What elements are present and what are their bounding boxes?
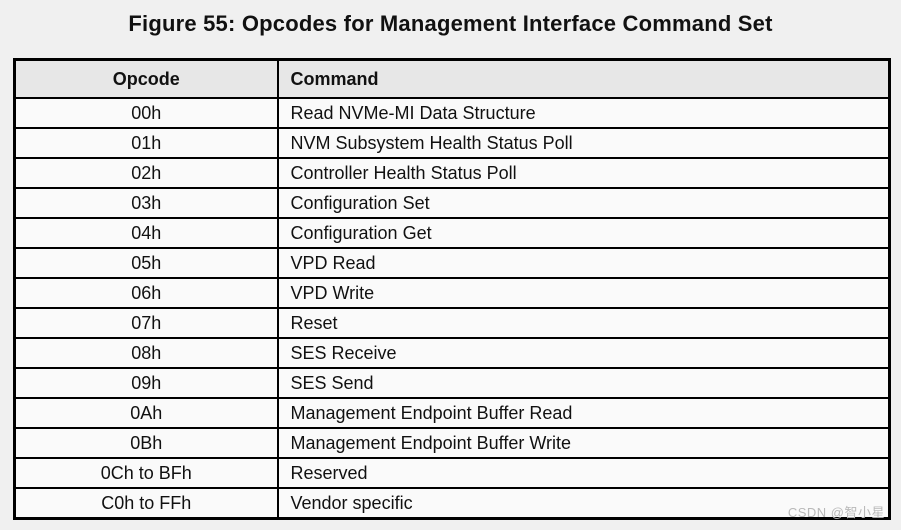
- command-cell: Controller Health Status Poll: [276, 157, 891, 189]
- table-row: 01h NVM Subsystem Health Status Poll: [13, 127, 891, 159]
- opcode-cell: 04h: [13, 217, 279, 249]
- table-row: 08h SES Receive: [13, 337, 891, 369]
- table-row: 07h Reset: [13, 307, 891, 339]
- command-cell: Management Endpoint Buffer Write: [276, 427, 891, 459]
- column-header-command: Command: [276, 58, 891, 99]
- command-cell: Configuration Set: [276, 187, 891, 219]
- command-cell: Reserved: [276, 457, 891, 489]
- table-header-row: Opcode Command: [13, 58, 891, 99]
- table-row: 04h Configuration Get: [13, 217, 891, 249]
- command-cell: Reset: [276, 307, 891, 339]
- table-row: 0Bh Management Endpoint Buffer Write: [13, 427, 891, 459]
- opcode-cell: 08h: [13, 337, 279, 369]
- table-body: 00h Read NVMe-MI Data Structure 01h NVM Sub…: [13, 97, 891, 520]
- table-row: 0Ah Management Endpoint Buffer Read: [13, 397, 891, 429]
- opcode-cell: 03h: [13, 187, 279, 219]
- command-cell: VPD Write: [276, 277, 891, 309]
- opcode-cell: 01h: [13, 127, 279, 159]
- opcode-cell: 0Ah: [13, 397, 279, 429]
- watermark: CSDN @智小星: [787, 505, 885, 520]
- opcode-cell: 09h: [13, 367, 279, 399]
- command-cell: NVM Subsystem Health Status Poll: [276, 127, 891, 159]
- command-cell: VPD Read: [276, 247, 891, 279]
- command-cell: SES Receive: [276, 337, 891, 369]
- table-row: C0h to FFh Vendor specific: [13, 487, 891, 520]
- table-row: 00h Read NVMe-MI Data Structure: [13, 97, 891, 129]
- column-header-opcode: Opcode: [13, 58, 279, 99]
- command-cell: Read NVMe-MI Data Structure: [276, 97, 891, 129]
- table-row: 09h SES Send: [13, 367, 891, 399]
- command-cell: Configuration Get: [276, 217, 891, 249]
- command-cell: SES Send: [276, 367, 891, 399]
- opcode-cell: 07h: [13, 307, 279, 339]
- command-cell: Vendor specific: [276, 487, 891, 520]
- figure-title: Figure 55: Opcodes for Management Interf…: [128, 11, 773, 36]
- opcode-cell: 00h: [13, 97, 279, 129]
- opcode-cell: 06h: [13, 277, 279, 309]
- table-row: 02h Controller Health Status Poll: [13, 157, 891, 189]
- table-row: 03h Configuration Set: [13, 187, 891, 219]
- opcode-cell: C0h to FFh: [13, 487, 279, 520]
- table-row: 05h VPD Read: [13, 247, 891, 279]
- opcode-cell: 02h: [13, 157, 279, 189]
- table-row: 0Ch to BFh Reserved: [13, 457, 891, 489]
- opcode-table-container: Opcode Command 00h Read NVMe-MI Data Stru…: [13, 58, 891, 520]
- opcode-cell: 05h: [13, 247, 279, 279]
- opcode-cell: 0Ch to BFh: [13, 457, 279, 489]
- opcode-table: Opcode Command 00h Read NVMe-MI Data Stru…: [13, 58, 891, 520]
- command-cell: Management Endpoint Buffer Read: [276, 397, 891, 429]
- opcode-cell: 0Bh: [13, 427, 279, 459]
- table-row: 06h VPD Write: [13, 277, 891, 309]
